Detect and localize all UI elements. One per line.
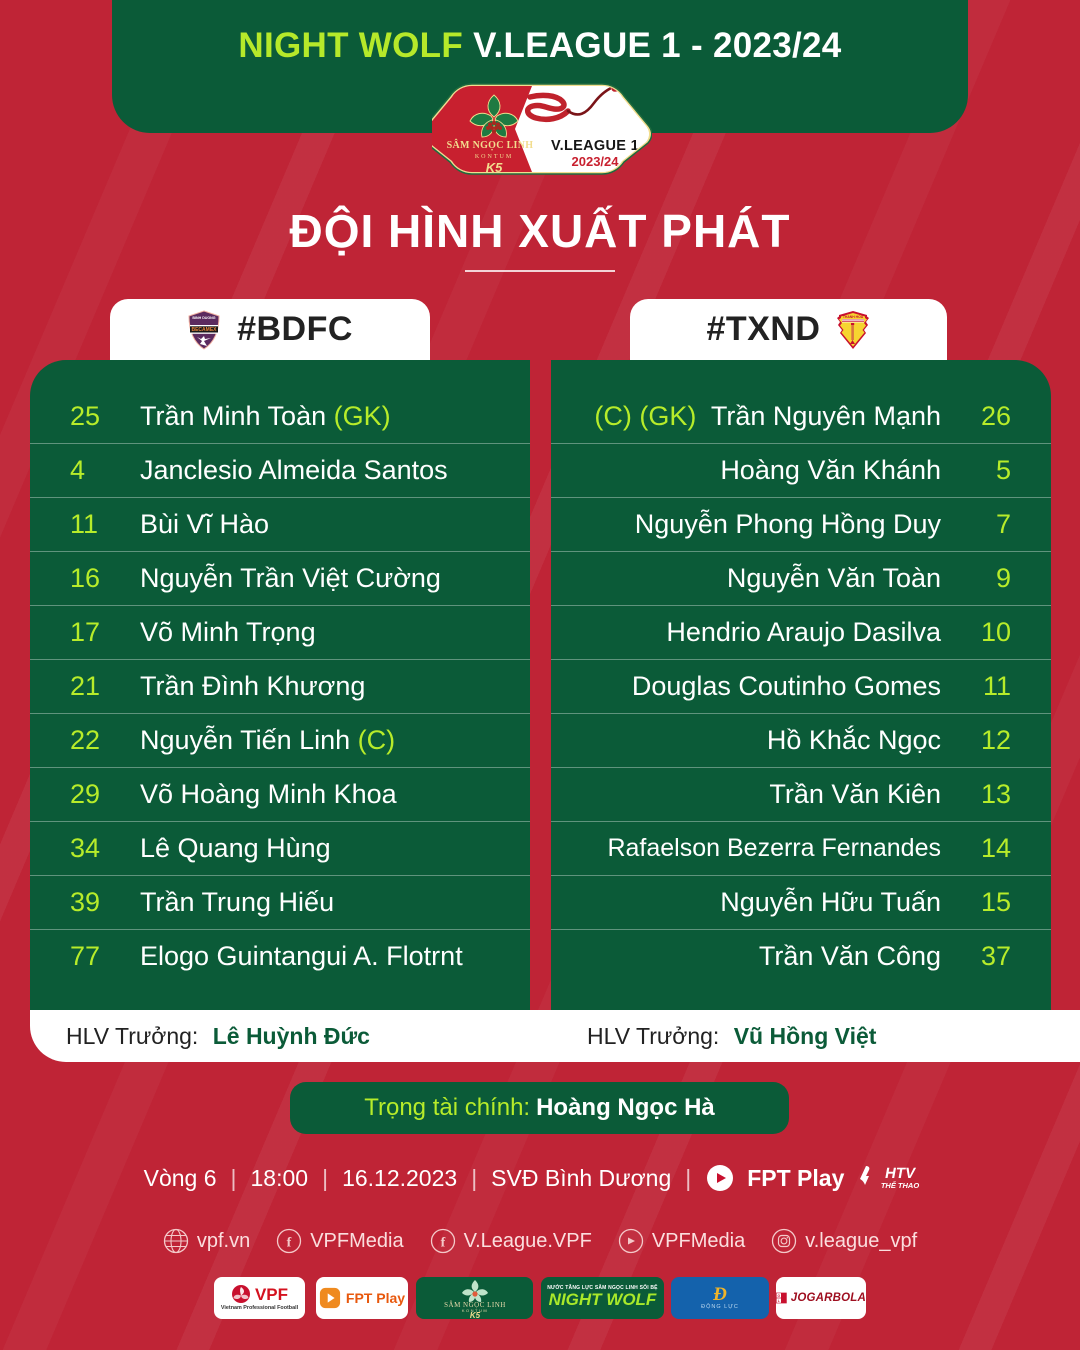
svg-text:L: L — [778, 1299, 780, 1303]
svg-text:THỂ THAO: THỂ THAO — [881, 1181, 919, 1190]
svg-text:BECAMEX: BECAMEX — [192, 327, 218, 333]
svg-text:K5: K5 — [469, 1311, 480, 1318]
svg-text:HTV: HTV — [884, 1165, 917, 1182]
svg-text:f: f — [440, 1236, 445, 1251]
svg-text:SÂM NGỌC LINH: SÂM NGỌC LINH — [447, 139, 534, 151]
svg-text:BINH DUONG: BINH DUONG — [192, 316, 215, 320]
svg-text:f: f — [287, 1236, 292, 1251]
svg-text:V.LEAGUE 1: V.LEAGUE 1 — [551, 138, 639, 154]
svg-text:G: G — [778, 1294, 781, 1298]
svg-text:THANH HOA: THANH HOA — [843, 315, 864, 319]
svg-text:2023/24: 2023/24 — [572, 154, 620, 169]
